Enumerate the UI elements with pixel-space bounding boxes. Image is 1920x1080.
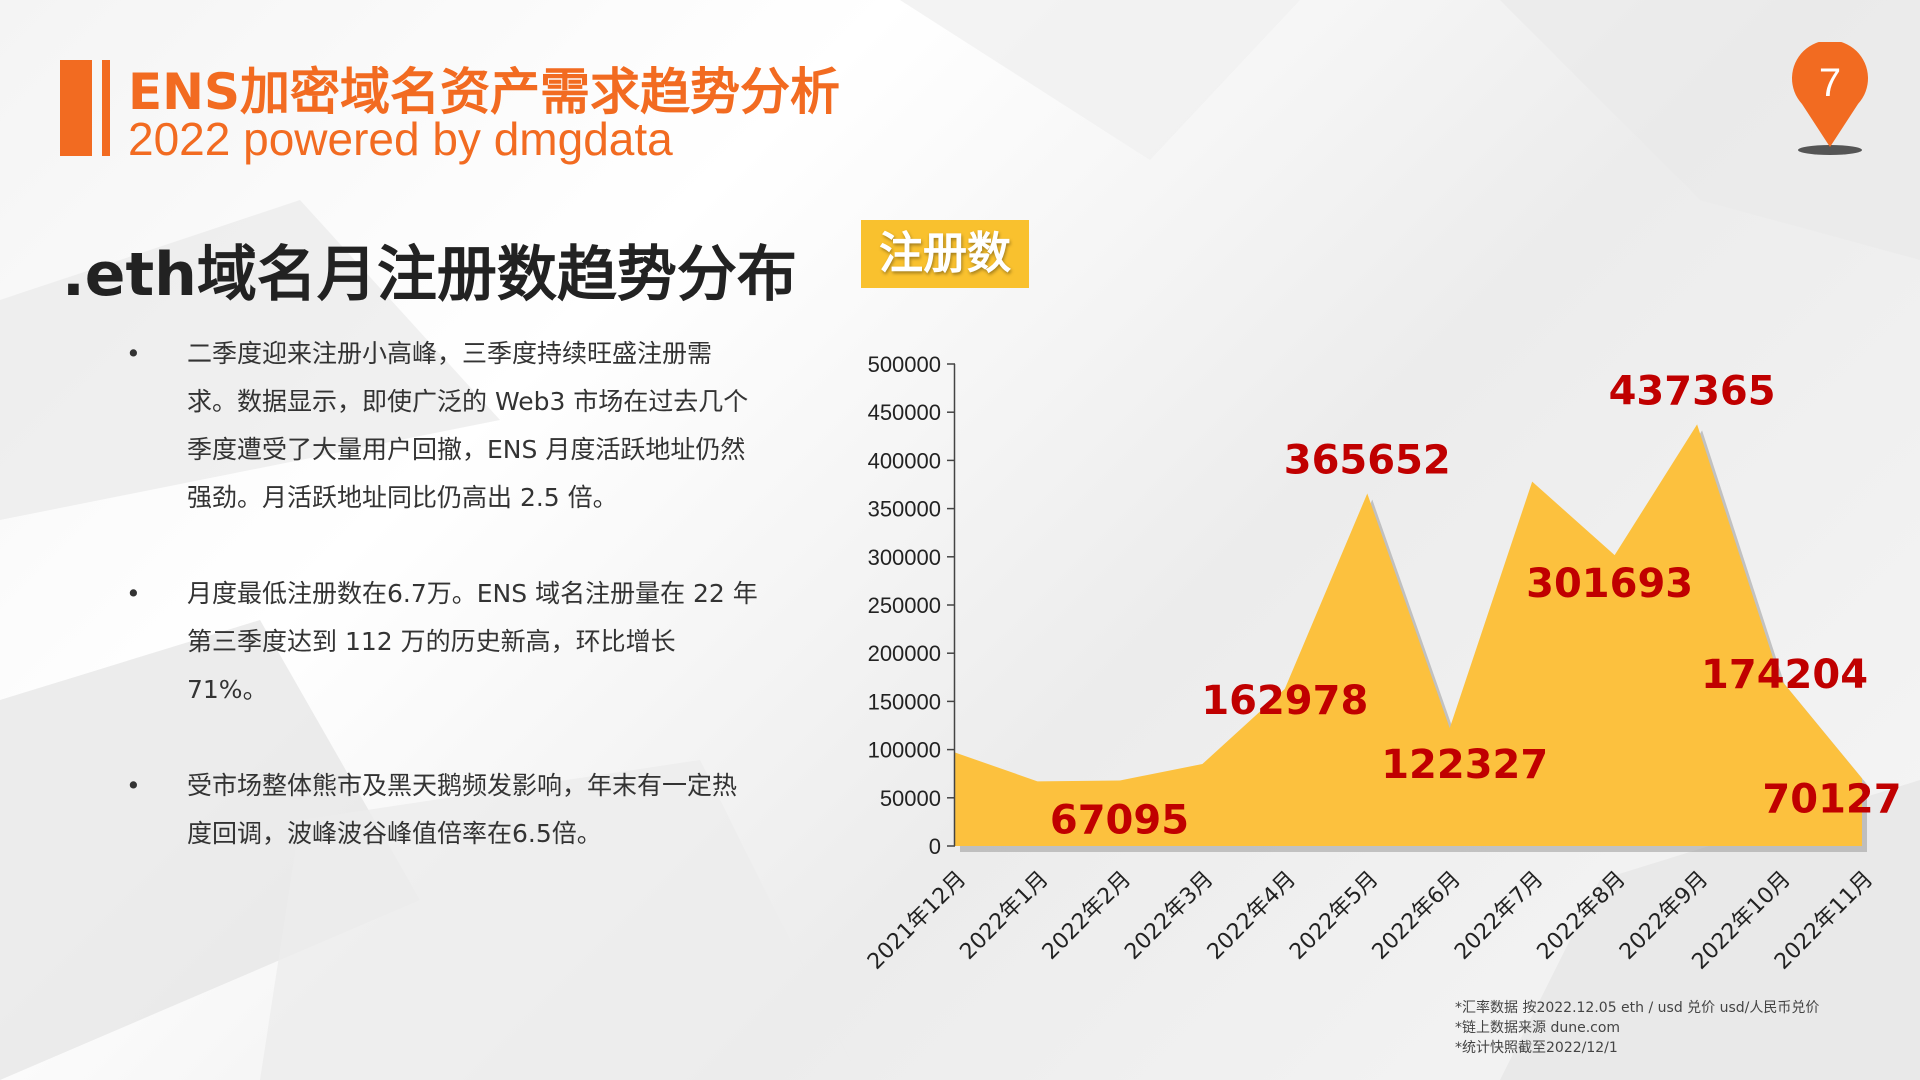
y-tick-label: 500000 <box>868 352 941 377</box>
x-tick-label: 2022年3月 <box>1120 867 1218 965</box>
x-tick-label: 2022年5月 <box>1285 867 1383 965</box>
y-tick-label: 50000 <box>880 786 941 811</box>
bullet-text: 受市场整体熊市及黑天鹅频发影响，年末有一定热度回调，波峰波谷峰值倍率在6.5倍。 <box>187 771 738 848</box>
data-label: 301693 <box>1526 561 1693 607</box>
bullet-item: • 月度最低注册数在6.7万。ENS 域名注册量在 22 年第三季度达到 112 … <box>126 579 758 704</box>
page-title: ENS加密域名资产需求趋势分析 <box>128 63 841 121</box>
bullet-item: • 二季度迎来注册小高峰，三季度持续旺盛注册需求。数据显示，即使广泛的 Web3 … <box>126 339 749 512</box>
x-tick-label: 2022年1月 <box>955 867 1053 965</box>
bullet-text: 二季度迎来注册小高峰，三季度持续旺盛注册需求。数据显示，即使广泛的 Web3 市… <box>187 339 749 512</box>
x-tick-label: 2022年8月 <box>1533 867 1631 965</box>
data-label: 365652 <box>1284 438 1451 484</box>
x-tick-label: 2022年6月 <box>1368 867 1466 965</box>
footnote: *统计快照截至2022/12/1 <box>1455 1040 1618 1056</box>
bullet-text: 月度最低注册数在6.7万。ENS 域名注册量在 22 年第三季度达到 112 万… <box>187 579 758 704</box>
x-tick-label: 2022年2月 <box>1038 867 1136 965</box>
bullet-list: • 二季度迎来注册小高峰，三季度持续旺盛注册需求。数据显示，即使广泛的 Web3 … <box>120 330 760 906</box>
data-label: 437365 <box>1609 368 1776 414</box>
footnotes: *汇率数据 按2022.12.05 eth / usd 兑价 usd/人民币兑价… <box>1455 998 1819 1058</box>
section-title: .eth域名月注册数趋势分布 <box>62 240 797 310</box>
y-tick-label: 100000 <box>868 738 941 763</box>
page-number-pin-icon: 7 <box>1792 42 1868 155</box>
data-label: 174204 <box>1701 652 1868 698</box>
data-label: 70127 <box>1762 776 1901 822</box>
y-tick-label: 350000 <box>868 497 941 522</box>
y-tick-label: 200000 <box>868 641 941 666</box>
footnote: *链上数据来源 dune.com <box>1455 1020 1621 1036</box>
y-tick-label: 250000 <box>868 593 941 618</box>
data-label: 122327 <box>1381 742 1548 788</box>
chart-badge: 注册数 <box>861 220 1029 288</box>
y-tick-label: 300000 <box>868 545 941 570</box>
x-tick-label: 2021年12月 <box>863 867 971 975</box>
footnote: *汇率数据 按2022.12.05 eth / usd 兑价 usd/人民币兑价 <box>1455 1000 1820 1016</box>
data-label: 67095 <box>1050 797 1189 843</box>
y-tick-label: 400000 <box>868 448 941 473</box>
y-tick-label: 450000 <box>868 400 941 425</box>
page-number: 7 <box>1819 61 1841 105</box>
y-tick-label: 0 <box>929 834 941 859</box>
x-tick-label: 2022年4月 <box>1203 867 1301 965</box>
bullet-item: • 受市场整体熊市及黑天鹅频发影响，年末有一定热度回调，波峰波谷峰值倍率在6.5倍… <box>126 771 738 848</box>
y-tick-label: 150000 <box>868 689 941 714</box>
data-label: 162978 <box>1201 678 1368 724</box>
area-series <box>955 424 1862 846</box>
x-tick-label: 2022年7月 <box>1450 867 1548 965</box>
page-subtitle: 2022 powered by dmgdata <box>128 113 673 165</box>
